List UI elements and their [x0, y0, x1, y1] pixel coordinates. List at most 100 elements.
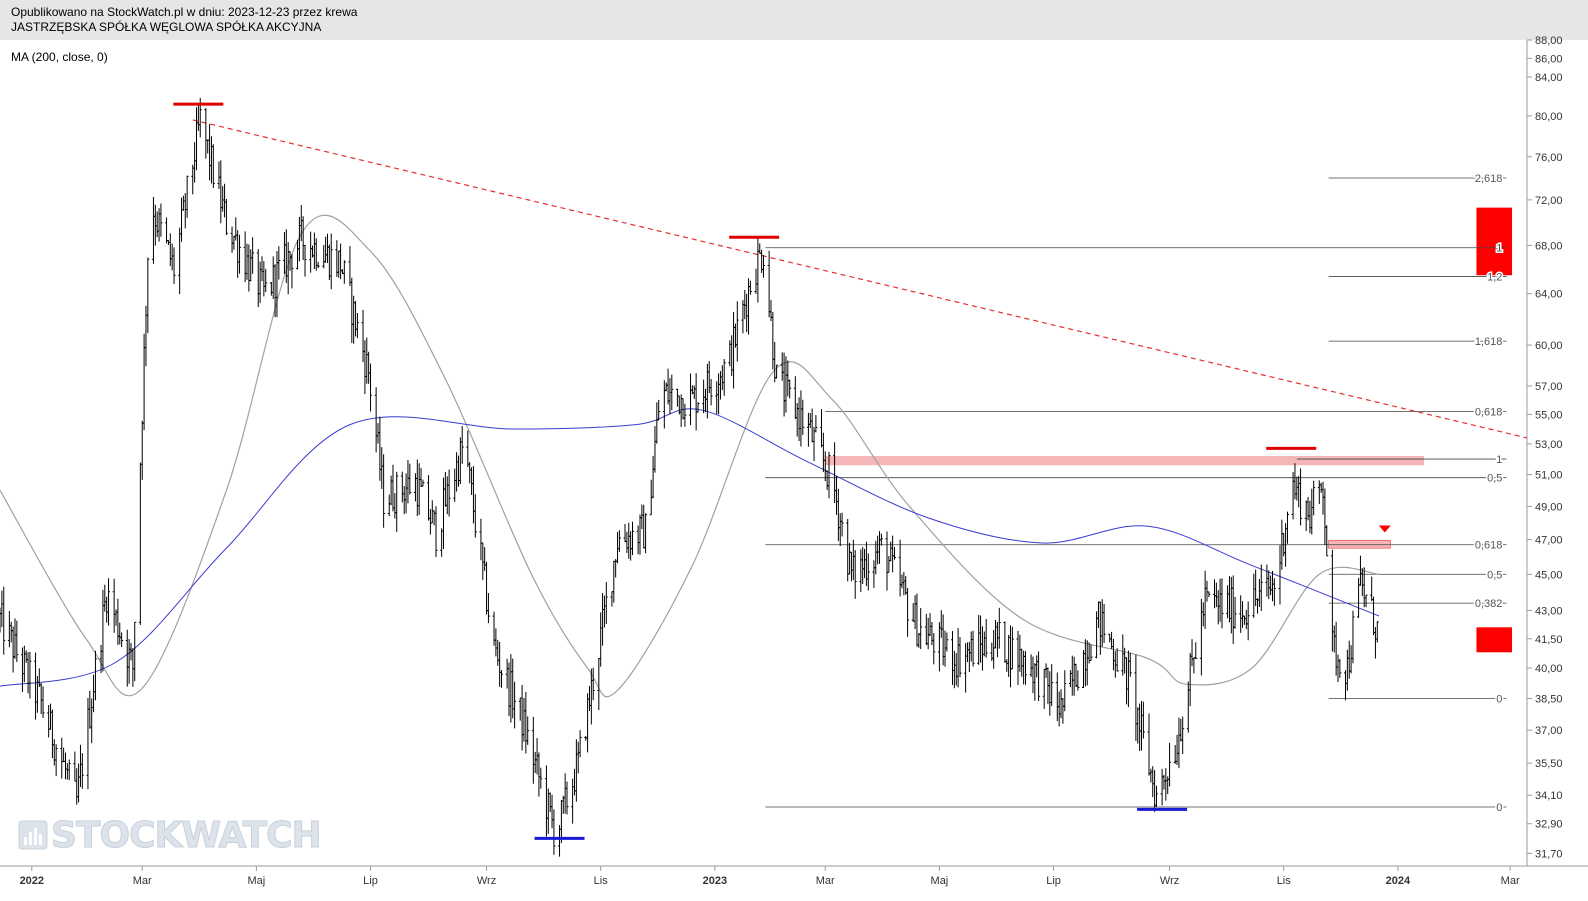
price-bar: [52, 739, 56, 766]
y-tick-label: 68,00: [1535, 240, 1563, 252]
price-bar: [380, 447, 384, 489]
price-bar: [1269, 575, 1273, 596]
price-bar: [1233, 596, 1237, 629]
price-bar: [820, 408, 824, 448]
price-bar: [911, 603, 915, 622]
price-bar: [629, 531, 633, 561]
price-bar: [181, 195, 185, 211]
price-bar: [1076, 670, 1080, 691]
price-bar: [282, 232, 286, 274]
price-bar: [668, 378, 672, 415]
price-bar: [636, 525, 640, 555]
price-bar: [851, 539, 855, 580]
price-bar: [498, 641, 502, 687]
price-bar: [170, 243, 174, 271]
price-bar: [718, 371, 722, 400]
price-bar: [290, 254, 294, 289]
price-bar: [312, 232, 316, 270]
price-bar: [419, 467, 423, 487]
price-bar: [75, 768, 79, 805]
price-bar: [1207, 591, 1211, 597]
price-bar: [1181, 716, 1185, 755]
y-tick-label: 60,00: [1535, 340, 1563, 352]
price-bar: [692, 385, 696, 399]
price-bar: [550, 794, 554, 829]
price-bar: [374, 387, 378, 453]
price-bar: [806, 412, 810, 447]
price-bar: [1003, 621, 1007, 663]
price-bar: [1304, 500, 1308, 532]
x-tick-label: Lip: [363, 875, 378, 887]
price-bar: [131, 648, 135, 687]
price-bar: [513, 681, 517, 729]
price-bar: [1218, 578, 1222, 622]
price-bar: [576, 741, 580, 774]
price-bar: [168, 233, 172, 267]
price-bar: [997, 607, 1001, 649]
price-bar: [322, 245, 326, 269]
price-bar: [571, 778, 575, 824]
price-bar: [743, 289, 747, 320]
price-bar: [572, 768, 576, 796]
price-bar: [694, 373, 698, 431]
price-bar: [486, 593, 490, 624]
y-tick-label: 72,00: [1535, 195, 1563, 207]
price-bar: [232, 235, 236, 250]
price-bar: [1362, 567, 1366, 608]
price-bar: [245, 243, 249, 280]
y-axis: 88,00 86,00 84,00 80,00 76,00 72,00 68,00 64,00…: [1527, 35, 1563, 860]
price-bar: [221, 186, 225, 212]
price-bar: [509, 654, 513, 723]
price-bar: [670, 374, 674, 411]
price-bar: [941, 614, 945, 666]
price-bar: [329, 233, 333, 290]
x-tick-label: Wrz: [477, 875, 496, 887]
price-bar: [15, 620, 19, 663]
price-bar: [1229, 577, 1233, 634]
x-tick-label: Mar: [133, 875, 152, 887]
price-bar: [1347, 640, 1351, 679]
price-bar: [1151, 766, 1155, 798]
price-bar: [1126, 650, 1130, 708]
price-bar: [1306, 496, 1310, 521]
price-bar: [1244, 609, 1248, 630]
price-bar: [808, 413, 812, 429]
x-tick-label: Maj: [931, 875, 949, 887]
price-bar: [872, 560, 876, 588]
price-bar: [1231, 575, 1235, 644]
price-bar: [1192, 657, 1196, 674]
price-bar: [172, 247, 176, 285]
price-bar: [494, 628, 498, 657]
price-bar: [505, 658, 509, 689]
price-bar: [80, 753, 84, 789]
down-triangle-icon: [1378, 525, 1391, 533]
price-bar: [337, 250, 341, 278]
moving-averages: [0, 214, 1380, 698]
price-bar: [1179, 718, 1183, 742]
price-bar: [1061, 698, 1065, 724]
price-bar: [22, 645, 26, 683]
price-bar: [952, 650, 956, 689]
y-tick-label: 51,00: [1535, 470, 1563, 482]
price-bar: [11, 626, 15, 673]
price-bar: [919, 608, 923, 650]
price-bar: [86, 697, 90, 790]
price-bar: [1113, 651, 1117, 678]
fib-level-label: 0,5: [1487, 569, 1502, 581]
price-bar: [404, 473, 408, 514]
price-bar: [1373, 627, 1377, 659]
price-bar: [522, 697, 526, 742]
price-bar: [587, 686, 591, 711]
price-bar: [627, 522, 631, 559]
price-bar: [258, 261, 262, 304]
price-bar: [548, 792, 552, 813]
price-bar: [1186, 681, 1190, 733]
y-tick-label: 76,00: [1535, 152, 1563, 164]
price-bar: [1141, 701, 1145, 739]
price-bar: [387, 494, 391, 517]
price-bar: [301, 216, 305, 261]
price-bar: [1360, 568, 1364, 597]
price-bar: [769, 300, 773, 322]
y-tick-label: 49,00: [1535, 501, 1563, 513]
